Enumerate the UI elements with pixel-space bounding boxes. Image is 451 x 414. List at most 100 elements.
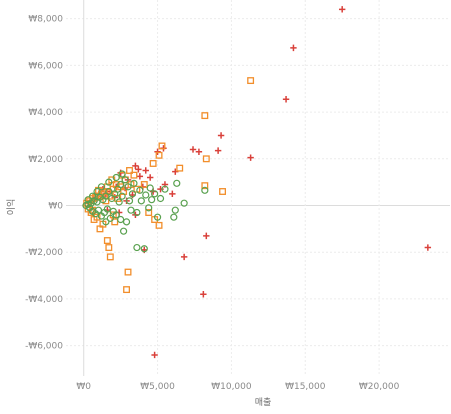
data-point-circle	[97, 183, 106, 191]
data-point-square	[247, 77, 255, 85]
data-point-square	[176, 164, 184, 172]
data-point-cross	[157, 185, 164, 193]
data-point-cross	[132, 162, 139, 170]
data-point-circle	[142, 191, 150, 199]
y-tick-label: ₩0	[48, 202, 63, 212]
data-point-square	[111, 218, 119, 226]
y-tick-label: -₩4,000	[25, 295, 63, 305]
data-point-cross	[154, 148, 161, 156]
data-point-circle	[170, 213, 178, 221]
data-point-cross	[189, 146, 197, 153]
data-point-cross	[200, 291, 207, 298]
data-point-circle	[119, 227, 128, 235]
data-point-cross	[195, 148, 203, 156]
data-point-circle	[173, 179, 181, 187]
data-point-circle	[145, 204, 153, 212]
data-point-cross	[142, 167, 149, 174]
data-point-circle	[180, 199, 188, 207]
data-point-circle	[115, 198, 123, 206]
y-tick-label: ₩6,000	[28, 61, 63, 71]
data-point-circle	[140, 245, 148, 253]
data-point-cross	[146, 174, 154, 181]
data-point-circle	[146, 184, 154, 192]
data-point-square	[106, 253, 114, 261]
data-point-circle	[121, 176, 129, 184]
data-point-circle	[106, 214, 114, 222]
data-point-cross	[135, 166, 142, 173]
data-point-circle	[117, 215, 125, 224]
data-point-square	[140, 181, 148, 188]
data-point-circle	[133, 208, 141, 217]
data-point-circle	[118, 192, 126, 200]
data-point-circle	[94, 206, 103, 214]
data-point-cross	[172, 168, 179, 175]
data-point-square	[158, 142, 166, 150]
data-point-circle	[82, 201, 90, 210]
gridlines	[66, 0, 450, 376]
data-point-square	[155, 221, 163, 229]
data-point-circle	[84, 196, 92, 204]
y-tick-label: -₩6,000	[25, 342, 63, 352]
data-point-circle	[136, 186, 144, 194]
y-axis-ticks: ₩8,000 ₩6,000 ₩4,000 ₩2,000 ₩0 -₩2,000 -₩4,000…	[25, 15, 63, 352]
data-point-cross	[180, 253, 188, 261]
data-point-circle	[161, 185, 169, 193]
data-point-circle	[148, 196, 156, 204]
data-point-circle	[93, 187, 101, 196]
data-point-square	[124, 268, 132, 276]
data-point-cross	[203, 232, 210, 240]
data-point-square	[96, 225, 104, 233]
data-point-square	[126, 167, 133, 174]
data-point-square	[219, 188, 227, 195]
data-point-square	[149, 160, 157, 167]
data-point-square	[145, 209, 153, 216]
data-point-circle	[153, 213, 162, 221]
x-axis-ticks: ₩0 ₩5,000 ₩10,000 ₩15,000 ₩20,000	[76, 382, 399, 392]
data-point-square	[105, 244, 113, 252]
data-point-cross	[247, 154, 254, 161]
data-point-square	[123, 286, 131, 294]
y-tick-label: ₩4,000	[28, 108, 63, 118]
data-point-square	[202, 155, 210, 163]
data-point-cross	[282, 96, 290, 103]
x-tick-label: ₩5,000	[140, 382, 175, 392]
data-point-circle	[127, 206, 135, 214]
data-point-cross	[338, 6, 346, 13]
y-axis-title: 이익	[5, 199, 17, 216]
data-points	[82, 6, 432, 359]
data-point-circle	[128, 190, 137, 198]
x-tick-label: ₩0	[76, 382, 91, 392]
data-point-square	[103, 237, 111, 244]
data-point-cross	[217, 132, 225, 139]
data-point-circle	[112, 173, 120, 182]
data-point-circle	[125, 197, 134, 205]
data-point-cross	[136, 173, 144, 180]
data-point-square	[201, 112, 209, 120]
data-point-circle	[103, 205, 111, 213]
data-point-circle	[112, 211, 120, 219]
data-point-cross	[290, 44, 297, 52]
data-point-circle	[201, 186, 209, 194]
x-axis-title: 매출	[255, 397, 272, 408]
y-tick-label: -₩2,000	[25, 248, 63, 258]
data-point-circle	[151, 190, 159, 198]
data-point-circle	[118, 170, 126, 178]
data-point-circle	[108, 194, 116, 203]
x-tick-label: ₩15,000	[285, 382, 326, 392]
data-point-circle	[137, 197, 145, 205]
data-point-circle	[122, 218, 131, 226]
data-point-square	[130, 171, 138, 179]
data-point-cross	[169, 190, 176, 198]
data-point-circle	[88, 192, 97, 200]
data-point-circle	[156, 194, 165, 203]
data-point-circle	[133, 243, 141, 252]
data-point-circle	[171, 206, 179, 214]
y-tick-label: ₩2,000	[28, 155, 63, 165]
x-tick-label: ₩10,000	[211, 382, 252, 392]
data-point-square	[201, 182, 209, 190]
data-point-cross	[424, 244, 432, 251]
data-point-circle	[105, 178, 113, 186]
y-tick-label: ₩8,000	[28, 15, 63, 25]
data-point-cross	[151, 351, 158, 359]
